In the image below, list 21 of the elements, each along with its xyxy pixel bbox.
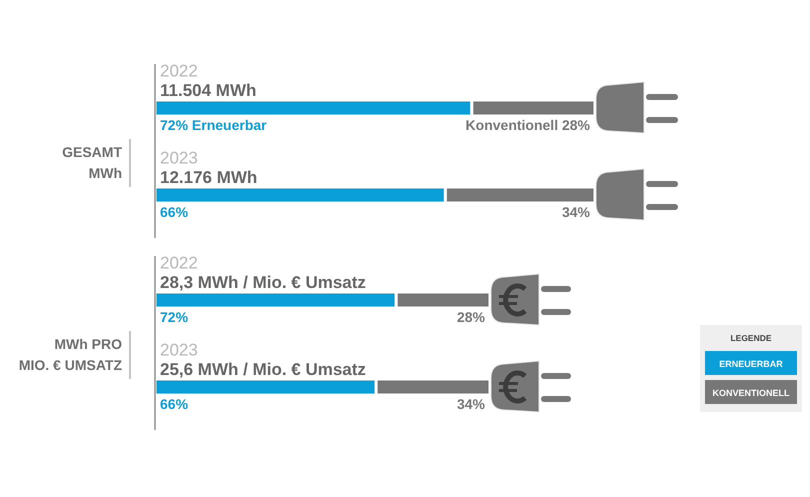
annotation: 28,3 MWh / Mio. € Umsatz bbox=[160, 273, 366, 292]
data-label: Konventionell 28% bbox=[466, 117, 591, 133]
data-label: 72% Erneuerbar bbox=[160, 117, 268, 133]
text: KONVENTIONELL bbox=[712, 388, 790, 398]
text: ERNEUERBAR bbox=[719, 359, 783, 369]
y-tick-label: 2022 bbox=[160, 62, 198, 80]
legend-title: LEGENDE bbox=[729, 332, 773, 345]
annotation: 12.176 MWh bbox=[160, 168, 258, 187]
y-tick-label: 2023 bbox=[160, 148, 198, 168]
y-axis-title: MWh PRO MIO. € UMSATZ bbox=[18, 335, 122, 375]
data-label: 66% bbox=[160, 204, 189, 220]
data-label: 28% bbox=[456, 309, 486, 325]
y-tick-label: 2022 bbox=[160, 254, 198, 272]
data-label: 66% bbox=[160, 396, 189, 412]
y-tick-label: 2023 bbox=[160, 340, 198, 360]
annotation: 25,6 MWh / Mio. € Umsatz bbox=[160, 360, 366, 379]
data-label: 34% bbox=[562, 204, 591, 220]
data-label: 72% bbox=[160, 309, 189, 325]
y-axis-title: GESAMT MWh bbox=[61, 143, 122, 183]
data-label: 34% bbox=[456, 396, 486, 412]
annotation: 11.504 MWh bbox=[160, 81, 256, 100]
